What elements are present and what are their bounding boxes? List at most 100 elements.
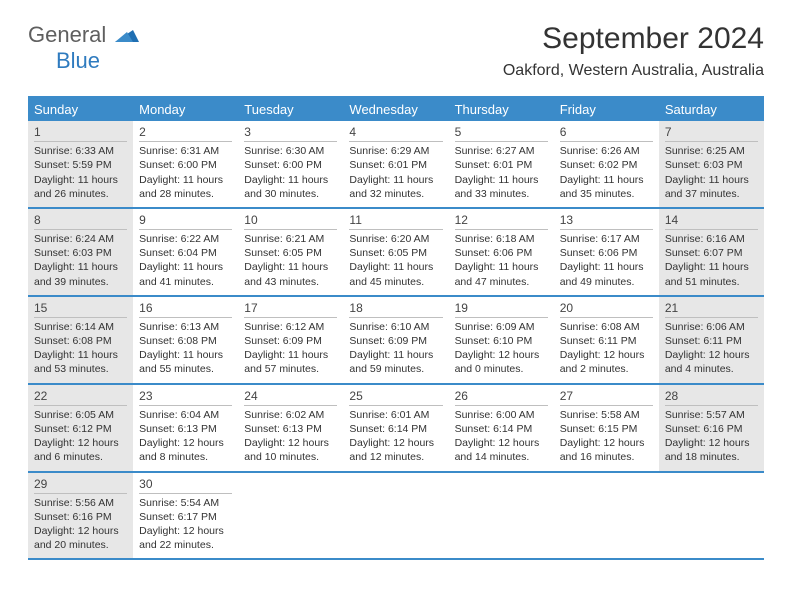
day-number: 10 bbox=[244, 212, 337, 230]
day-cell-empty bbox=[238, 473, 343, 559]
sunset-text: Sunset: 6:03 PM bbox=[34, 246, 127, 260]
daylight-line2: and 18 minutes. bbox=[665, 450, 758, 464]
day-number: 26 bbox=[455, 388, 548, 406]
daylight-line1: Daylight: 12 hours bbox=[455, 436, 548, 450]
daylight-line1: Daylight: 11 hours bbox=[34, 173, 127, 187]
day-number: 24 bbox=[244, 388, 337, 406]
weekday-header-row: SundayMondayTuesdayWednesdayThursdayFrid… bbox=[28, 98, 764, 121]
sunset-text: Sunset: 6:11 PM bbox=[560, 334, 653, 348]
daylight-line2: and 0 minutes. bbox=[455, 362, 548, 376]
month-title: September 2024 bbox=[503, 22, 764, 56]
sunset-text: Sunset: 6:01 PM bbox=[349, 158, 442, 172]
daylight-line2: and 10 minutes. bbox=[244, 450, 337, 464]
day-cell: 28Sunrise: 5:57 AMSunset: 6:16 PMDayligh… bbox=[659, 385, 764, 471]
day-cell: 1Sunrise: 6:33 AMSunset: 5:59 PMDaylight… bbox=[28, 121, 133, 207]
daylight-line2: and 41 minutes. bbox=[139, 275, 232, 289]
day-cell: 19Sunrise: 6:09 AMSunset: 6:10 PMDayligh… bbox=[449, 297, 554, 383]
sunset-text: Sunset: 6:05 PM bbox=[244, 246, 337, 260]
day-number: 3 bbox=[244, 124, 337, 142]
day-cell: 21Sunrise: 6:06 AMSunset: 6:11 PMDayligh… bbox=[659, 297, 764, 383]
day-number: 14 bbox=[665, 212, 758, 230]
sunset-text: Sunset: 5:59 PM bbox=[34, 158, 127, 172]
daylight-line1: Daylight: 12 hours bbox=[349, 436, 442, 450]
day-number: 20 bbox=[560, 300, 653, 318]
day-cell: 29Sunrise: 5:56 AMSunset: 6:16 PMDayligh… bbox=[28, 473, 133, 559]
sunrise-text: Sunrise: 5:56 AM bbox=[34, 496, 127, 510]
daylight-line2: and 39 minutes. bbox=[34, 275, 127, 289]
sunrise-text: Sunrise: 6:22 AM bbox=[139, 232, 232, 246]
weeks-container: 1Sunrise: 6:33 AMSunset: 5:59 PMDaylight… bbox=[28, 121, 764, 560]
sunrise-text: Sunrise: 6:25 AM bbox=[665, 144, 758, 158]
daylight-line1: Daylight: 11 hours bbox=[244, 173, 337, 187]
sunset-text: Sunset: 6:03 PM bbox=[665, 158, 758, 172]
daylight-line1: Daylight: 11 hours bbox=[244, 260, 337, 274]
daylight-line2: and 26 minutes. bbox=[34, 187, 127, 201]
day-cell: 30Sunrise: 5:54 AMSunset: 6:17 PMDayligh… bbox=[133, 473, 238, 559]
sunset-text: Sunset: 6:00 PM bbox=[244, 158, 337, 172]
sunset-text: Sunset: 6:16 PM bbox=[34, 510, 127, 524]
daylight-line2: and 28 minutes. bbox=[139, 187, 232, 201]
day-cell: 23Sunrise: 6:04 AMSunset: 6:13 PMDayligh… bbox=[133, 385, 238, 471]
header-bar: General Blue September 2024 Oakford, Wes… bbox=[28, 22, 764, 80]
sunrise-text: Sunrise: 6:02 AM bbox=[244, 408, 337, 422]
daylight-line1: Daylight: 11 hours bbox=[665, 260, 758, 274]
daylight-line1: Daylight: 11 hours bbox=[139, 260, 232, 274]
sunset-text: Sunset: 6:13 PM bbox=[244, 422, 337, 436]
sunset-text: Sunset: 6:06 PM bbox=[455, 246, 548, 260]
sunrise-text: Sunrise: 6:21 AM bbox=[244, 232, 337, 246]
daylight-line2: and 59 minutes. bbox=[349, 362, 442, 376]
sunrise-text: Sunrise: 6:27 AM bbox=[455, 144, 548, 158]
brand-mark-icon bbox=[115, 26, 139, 42]
day-number: 28 bbox=[665, 388, 758, 406]
sunset-text: Sunset: 6:10 PM bbox=[455, 334, 548, 348]
daylight-line1: Daylight: 11 hours bbox=[349, 348, 442, 362]
day-cell: 7Sunrise: 6:25 AMSunset: 6:03 PMDaylight… bbox=[659, 121, 764, 207]
daylight-line1: Daylight: 12 hours bbox=[244, 436, 337, 450]
day-cell: 4Sunrise: 6:29 AMSunset: 6:01 PMDaylight… bbox=[343, 121, 448, 207]
sunrise-text: Sunrise: 6:33 AM bbox=[34, 144, 127, 158]
weekday-header: Saturday bbox=[659, 98, 764, 121]
sunrise-text: Sunrise: 6:04 AM bbox=[139, 408, 232, 422]
day-number: 11 bbox=[349, 212, 442, 230]
daylight-line1: Daylight: 12 hours bbox=[665, 348, 758, 362]
brand-logo: General Blue bbox=[28, 22, 139, 74]
day-number: 9 bbox=[139, 212, 232, 230]
day-cell: 8Sunrise: 6:24 AMSunset: 6:03 PMDaylight… bbox=[28, 209, 133, 295]
weekday-header: Tuesday bbox=[238, 98, 343, 121]
daylight-line1: Daylight: 11 hours bbox=[139, 348, 232, 362]
sunrise-text: Sunrise: 6:18 AM bbox=[455, 232, 548, 246]
day-number: 15 bbox=[34, 300, 127, 318]
daylight-line2: and 43 minutes. bbox=[244, 275, 337, 289]
weekday-header: Sunday bbox=[28, 98, 133, 121]
day-number: 7 bbox=[665, 124, 758, 142]
daylight-line1: Daylight: 11 hours bbox=[560, 173, 653, 187]
daylight-line1: Daylight: 12 hours bbox=[34, 524, 127, 538]
day-cell: 14Sunrise: 6:16 AMSunset: 6:07 PMDayligh… bbox=[659, 209, 764, 295]
daylight-line2: and 22 minutes. bbox=[139, 538, 232, 552]
sunrise-text: Sunrise: 6:26 AM bbox=[560, 144, 653, 158]
daylight-line2: and 8 minutes. bbox=[139, 450, 232, 464]
weekday-header: Thursday bbox=[449, 98, 554, 121]
daylight-line2: and 45 minutes. bbox=[349, 275, 442, 289]
day-number: 25 bbox=[349, 388, 442, 406]
week-row: 22Sunrise: 6:05 AMSunset: 6:12 PMDayligh… bbox=[28, 385, 764, 473]
day-cell: 3Sunrise: 6:30 AMSunset: 6:00 PMDaylight… bbox=[238, 121, 343, 207]
location-text: Oakford, Western Australia, Australia bbox=[503, 62, 764, 80]
daylight-line1: Daylight: 11 hours bbox=[455, 260, 548, 274]
weekday-header: Friday bbox=[554, 98, 659, 121]
day-number: 8 bbox=[34, 212, 127, 230]
day-cell: 6Sunrise: 6:26 AMSunset: 6:02 PMDaylight… bbox=[554, 121, 659, 207]
sunset-text: Sunset: 6:11 PM bbox=[665, 334, 758, 348]
day-cell: 16Sunrise: 6:13 AMSunset: 6:08 PMDayligh… bbox=[133, 297, 238, 383]
sunrise-text: Sunrise: 6:08 AM bbox=[560, 320, 653, 334]
daylight-line2: and 51 minutes. bbox=[665, 275, 758, 289]
day-cell: 13Sunrise: 6:17 AMSunset: 6:06 PMDayligh… bbox=[554, 209, 659, 295]
sunrise-text: Sunrise: 6:29 AM bbox=[349, 144, 442, 158]
daylight-line2: and 55 minutes. bbox=[139, 362, 232, 376]
sunset-text: Sunset: 6:02 PM bbox=[560, 158, 653, 172]
day-number: 5 bbox=[455, 124, 548, 142]
sunrise-text: Sunrise: 6:09 AM bbox=[455, 320, 548, 334]
daylight-line1: Daylight: 11 hours bbox=[34, 260, 127, 274]
sunset-text: Sunset: 6:08 PM bbox=[34, 334, 127, 348]
daylight-line1: Daylight: 12 hours bbox=[34, 436, 127, 450]
